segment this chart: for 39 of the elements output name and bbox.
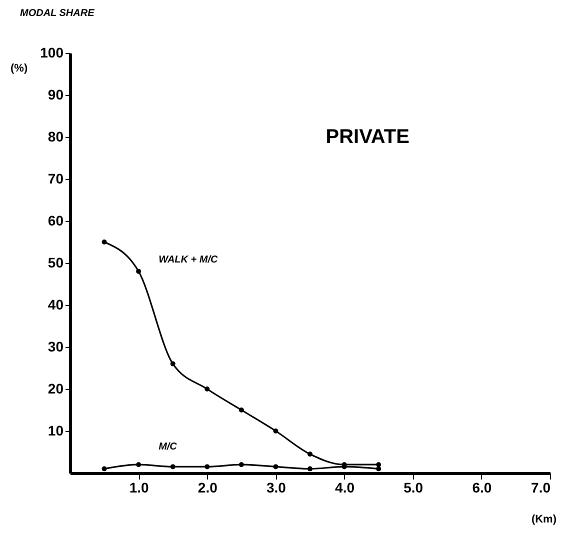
x-tick-label: 2.0 xyxy=(198,480,218,496)
point xyxy=(204,464,210,470)
series-label: M/C xyxy=(158,442,178,453)
point xyxy=(136,268,142,274)
y-tick-label: 80 xyxy=(48,128,64,144)
point xyxy=(102,466,107,472)
point xyxy=(376,466,382,472)
x-tick-label: 6.0 xyxy=(472,480,492,496)
y-tick-label: 30 xyxy=(48,338,64,354)
point xyxy=(136,462,142,468)
y-tick-label: 60 xyxy=(48,212,64,228)
point xyxy=(238,408,244,412)
x-axis-title: (Km) xyxy=(531,514,557,526)
y-tick-label: 10 xyxy=(48,422,64,438)
x-tick-label: 4.0 xyxy=(335,480,355,496)
y-tick-label: 50 xyxy=(48,254,64,270)
series-label: WALK + M/C xyxy=(158,254,219,266)
point xyxy=(238,462,244,468)
annotation: PRIVATE xyxy=(326,126,410,148)
y-tick-label: 20 xyxy=(48,380,64,396)
y-axis-title: (%) xyxy=(10,62,28,74)
y-tick-label: 70 xyxy=(48,170,64,186)
point xyxy=(170,464,176,470)
point xyxy=(273,428,278,434)
point xyxy=(308,452,312,457)
chart-title: MODAL SHARE xyxy=(20,8,95,19)
point xyxy=(204,386,210,392)
point xyxy=(308,466,312,472)
y-tick-label: 40 xyxy=(48,296,64,312)
point xyxy=(170,361,176,366)
x-tick-label: 1.0 xyxy=(129,480,150,496)
point xyxy=(273,464,278,470)
x-tick-label: 7.0 xyxy=(531,480,551,496)
x-tick-label: 5.0 xyxy=(404,480,424,496)
point xyxy=(102,240,107,244)
x-tick-label: 3.0 xyxy=(266,480,286,496)
y-tick-label: 90 xyxy=(48,86,64,102)
y-tick-label: 100 xyxy=(40,44,64,60)
point xyxy=(376,462,382,468)
